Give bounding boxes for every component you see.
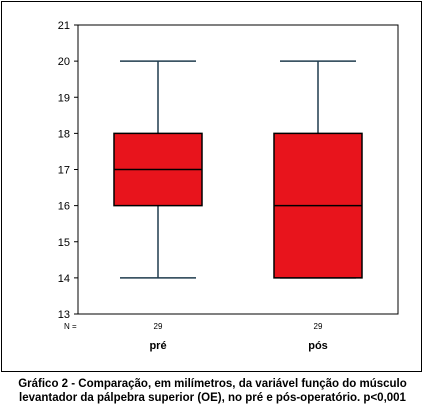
box-pre [113,60,203,279]
y-tick-label: 13 [58,309,70,321]
caption-line-1: Gráfico 2 - Comparação, em milímetros, d… [18,378,407,390]
y-tick-label: 14 [58,273,70,285]
y-tick-label: 19 [58,92,70,104]
box-series [113,60,363,279]
count-label: 29 [314,322,323,331]
y-tick-label: 21 [58,20,70,32]
category-label: pré [149,340,166,352]
y-tick-label: 16 [58,201,70,213]
count-labels: 29 29 [154,322,323,331]
n-label: N = [64,322,77,331]
y-tick-label: 15 [58,237,70,249]
y-tick-label: 18 [58,128,70,140]
y-tick-label: 20 [58,56,70,68]
figure-caption: Gráfico 2 - Comparação, em milímetros, d… [0,377,425,405]
count-label: 29 [154,322,163,331]
caption-line-2: levantador da pálpebra superior (OE), no… [19,392,406,404]
boxplot-chart: 13 14 15 16 17 18 19 20 21 N = 29 29 pré pós [58,20,399,352]
box-pos [273,60,363,279]
category-labels: pré pós [149,340,327,352]
category-label: pós [308,340,328,352]
y-tick-label: 17 [58,165,70,177]
y-axis: 13 14 15 16 17 18 19 20 21 [58,20,78,321]
